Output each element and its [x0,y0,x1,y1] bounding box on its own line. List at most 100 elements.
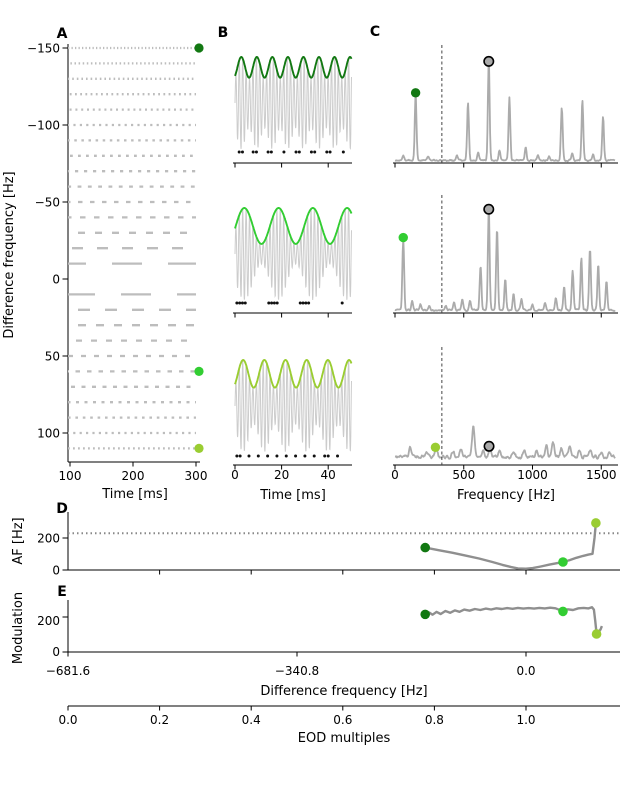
spike-dot [341,150,345,154]
raster-highlight-marker [194,443,204,453]
af-data-marker [591,518,601,528]
panelE-ytick-0: 0 [52,645,60,659]
am-frequency-marker [410,88,421,98]
spike-dot [240,150,244,154]
panelC-spectra [394,45,616,465]
spike-dot [301,301,305,305]
highlight-markers [194,43,602,639]
eod-tick-4: 0.8 [425,713,444,727]
panelE-xtick-2: 0.0 [516,664,535,678]
spike-dot [251,150,255,154]
panelA-ytick-1: −100 [27,119,60,133]
spike-dot [238,454,242,458]
spike-dot [235,454,239,458]
beat-carrier-trace [234,56,352,150]
af-curve [424,522,598,570]
spike-dot [294,454,298,458]
spike-dot [307,301,311,305]
panelA-xtick-2: 300 [185,469,208,483]
panelE-xtick-1: −340.8 [275,664,319,678]
spike-dot [238,301,242,305]
spike-dot [304,301,308,305]
panelA-xlabel: Time [ms] [101,487,168,502]
panelE-ylabel: Modulation [11,592,26,664]
panelE-xtick-0: −681.6 [46,664,90,678]
panelA-ytick-5: 100 [37,427,60,441]
panelD-ytick-200: 200 [37,532,60,546]
eodf-peak-marker [483,203,495,215]
spike-dot [270,301,274,305]
spike-dot [294,150,298,154]
panelA-ytick-0: −150 [27,42,60,56]
beat-carrier-trace [234,208,352,301]
panelC-xtick-0: 0 [391,468,399,482]
spike-dot [247,454,251,458]
spike-dot [256,454,260,458]
spike-dot [282,150,286,154]
spike-dot [237,150,241,154]
panelC-xtick-1: 500 [452,468,475,482]
power-spectrum-trace [394,425,616,460]
panelA-xtick-0: 100 [59,469,82,483]
panelB-waveforms [234,56,353,458]
spike-dot [303,454,307,458]
am-frequency-marker [398,232,408,243]
spike-dot [284,454,288,458]
panelC-label: C [370,24,380,40]
spike-dot [254,150,258,154]
panelA-raster [68,46,196,450]
panelB-xtick-0: 0 [231,468,239,482]
spike-dot [240,301,244,305]
axes-spines-and-ticks [62,44,620,711]
af-data-marker [420,542,431,553]
panelE-xlabel: Difference frequency [Hz] [260,684,427,699]
panelC-xtick-2: 1000 [517,468,548,482]
panelB-xlabel: Time [ms] [259,488,326,503]
eod-tick-0: 0.0 [58,713,77,727]
panelD-ylabel: AF [Hz] [11,517,26,564]
spike-dot [275,454,279,458]
panelA-ytick-3: 0 [52,273,60,287]
eod-axis-label: EOD multiples [298,731,391,746]
spike-dot [325,150,329,154]
panelA-xtick-1: 200 [122,469,145,483]
panelA-ylabel: Difference frequency [Hz] [2,171,17,338]
spike-dot [266,150,270,154]
panelA-ytick-2: −50 [35,196,60,210]
af-data-marker [558,557,568,567]
power-spectrum-trace [394,65,616,163]
beat-carrier-trace [234,359,352,452]
spike-dot [235,301,239,305]
spike-dot [328,150,332,154]
panelB-label: B [218,25,229,41]
panelB-xtick-2: 40 [321,468,336,482]
eod-tick-1: 0.2 [150,713,169,727]
am-envelope-trace [234,207,353,245]
spike-dot [272,301,276,305]
eod-tick-3: 0.6 [333,713,352,727]
power-spectrum-trace [394,214,616,312]
spike-dot [326,454,330,458]
panelD-label: D [56,501,68,517]
eod-tick-5: 1.0 [516,713,535,727]
spike-dot [269,150,273,154]
panelA-ytick-4: 50 [45,350,60,364]
spike-dot [298,301,302,305]
panelE-ytick-200: 200 [37,614,60,628]
spike-dot [309,150,313,154]
eodf-peak-marker [483,440,495,452]
panelC-xlabel: Frequency [Hz] [457,488,555,503]
spike-dot [336,454,340,458]
eodf-peak-marker [483,55,495,67]
panelA-label: A [57,26,68,42]
modulation-data-marker [558,606,568,617]
eod-tick-2: 0.4 [242,713,261,727]
spike-dot [243,301,247,305]
spike-dot [267,301,271,305]
spike-dot [313,150,317,154]
spike-dot [266,454,270,458]
raster-highlight-marker [194,43,204,53]
am-envelope-trace [234,56,353,79]
